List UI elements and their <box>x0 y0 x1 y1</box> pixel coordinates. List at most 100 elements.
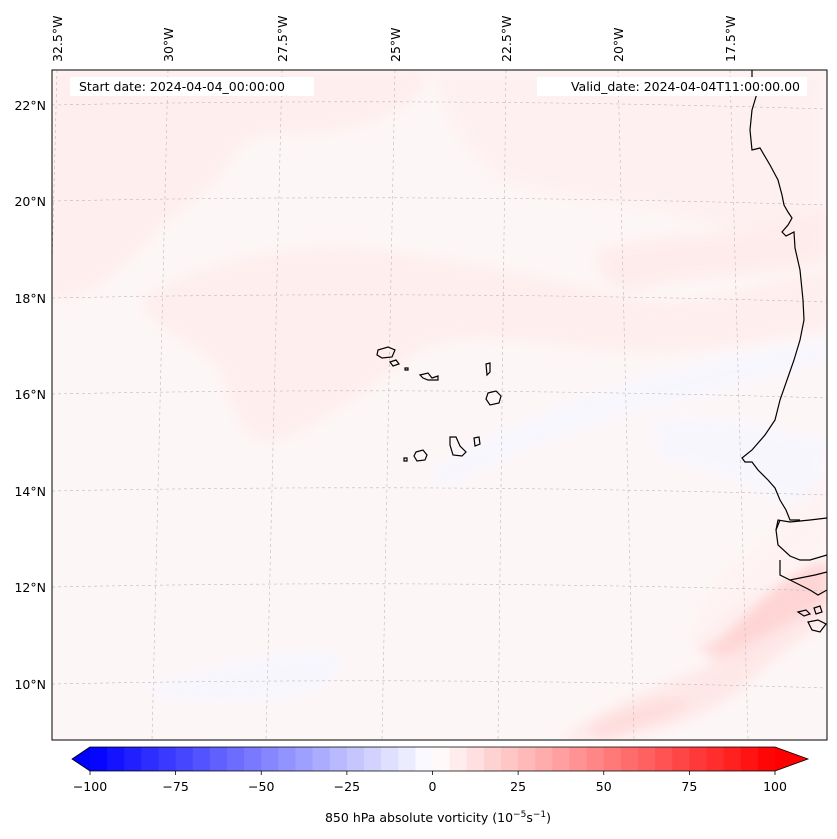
valid-date-label: Valid_date: 2024-04-04T11:00:00.00 <box>571 79 800 94</box>
colorbar-tick-label: 25 <box>510 779 526 794</box>
cape-verde-island <box>449 436 467 457</box>
cape-verde-island <box>418 372 439 381</box>
meridian-gridline <box>381 70 396 740</box>
colorbar-segment <box>466 747 485 771</box>
parallel-gridline <box>52 487 827 496</box>
coastlines <box>376 70 827 633</box>
colorbar-segment <box>483 747 502 771</box>
colorbar-segment <box>672 747 690 771</box>
vorticity-contour-region <box>690 470 827 649</box>
colorbar-tick-label: 75 <box>681 779 697 794</box>
cape-verde-island <box>485 390 502 406</box>
colorbar-tick-label: 100 <box>763 779 787 794</box>
cape-verde-island <box>473 436 481 447</box>
colorbar-segment <box>312 747 331 771</box>
colorbar-segment <box>638 747 656 771</box>
colorbar-segment <box>757 747 776 771</box>
start-date-label: Start date: 2024-04-04_00:00:00 <box>79 79 285 94</box>
colorbar-segment <box>706 747 725 771</box>
latitude-label: 10°N <box>14 677 46 692</box>
colorbar-segment <box>295 747 314 771</box>
latitude-labels: 22°N 20°N 18°N 16°N 14°N 12°N 10°N <box>14 98 46 692</box>
colorbar-segment <box>209 747 228 771</box>
longitude-label: 17.5°W <box>723 16 738 62</box>
colorbar-segment <box>381 747 399 771</box>
latitude-label: 14°N <box>14 484 46 499</box>
colorbar-segment <box>398 747 416 771</box>
colorbar-tick-label: 50 <box>596 779 612 794</box>
vorticity-contour-region <box>52 70 430 300</box>
parallel-gridline <box>52 101 827 110</box>
meridian-gridline <box>617 70 635 740</box>
colorbar-segment <box>501 747 519 771</box>
vorticity-contour-region <box>140 247 827 442</box>
cape-verde-island <box>413 449 428 462</box>
cape-verde-island <box>485 362 491 377</box>
colorbar-segment <box>535 747 553 771</box>
longitude-labels: 32.5°W 30°W 27.5°W 25°W 22.5°W 20°W 17.5°W <box>50 16 738 62</box>
colorbar-segment <box>603 747 622 771</box>
colorbar-segment <box>518 747 536 771</box>
colorbar-segment <box>364 747 382 771</box>
colorbar-segment <box>723 747 742 771</box>
colorbar-segment <box>244 747 262 771</box>
latitude-label: 12°N <box>14 580 46 595</box>
coastline-segment <box>807 619 827 633</box>
latitude-label: 22°N <box>14 98 46 113</box>
colorbar-segment <box>227 747 245 771</box>
vorticity-contour-region <box>597 210 827 291</box>
vorticity-contour-region <box>430 340 827 490</box>
parallel-gridline <box>52 680 827 689</box>
colorbar-ticks: −100 −75 −50 −25 0 25 50 75 100 <box>73 771 787 794</box>
parallel-gridline <box>52 583 827 592</box>
meridian-gridline <box>151 70 169 740</box>
colorbar-segment <box>141 747 159 771</box>
colorbar-segment <box>192 747 211 771</box>
coastline-segment <box>789 579 827 596</box>
colorbar-segment <box>90 747 108 771</box>
meridian-gridline <box>729 70 749 740</box>
colorbar <box>71 746 810 772</box>
colorbar-segment <box>449 747 468 771</box>
vorticity-contour-region <box>650 417 827 520</box>
longitude-label: 30°W <box>161 27 176 62</box>
colorbar-tick-label: −75 <box>162 779 188 794</box>
coastline-segment <box>775 517 827 531</box>
longitude-label: 22.5°W <box>499 16 514 62</box>
latitude-label: 20°N <box>14 194 46 209</box>
vorticity-contour-region <box>590 700 690 738</box>
colorbar-tick-label: 0 <box>429 779 437 794</box>
cape-verde-island <box>389 359 400 367</box>
longitude-label: 25°W <box>388 27 403 62</box>
vorticity-contour-region <box>700 560 827 657</box>
longitude-label: 20°W <box>611 27 626 62</box>
coastline-segment <box>796 609 812 617</box>
colorbar-segment <box>586 747 605 771</box>
colorbar-segment <box>124 747 142 771</box>
map-frame <box>51 69 828 741</box>
parallel-gridline <box>52 390 827 399</box>
meridian-gridline <box>265 70 283 740</box>
colorbar-segment <box>655 747 673 771</box>
colorbar-tick-label: −25 <box>334 779 360 794</box>
colorbar-segment <box>415 747 433 771</box>
latitude-label: 16°N <box>14 387 46 402</box>
longitude-label: 32.5°W <box>50 16 65 62</box>
vorticity-contour-region <box>140 650 344 703</box>
colorbar-segment <box>620 747 639 771</box>
colorbar-segment <box>261 747 279 771</box>
colorbar-title: 850 hPa absolute vorticity (10−5s−1) <box>325 810 551 825</box>
colorbar-segment <box>346 747 365 771</box>
colorbar-segment <box>552 747 570 771</box>
coastline-segment <box>813 605 823 615</box>
longitude-label: 27.5°W <box>275 16 290 62</box>
latitude-label: 18°N <box>14 291 46 306</box>
vorticity-contour-region <box>430 70 827 252</box>
valid-date-box <box>537 77 807 96</box>
parallel-gridline <box>52 294 827 303</box>
colorbar-segment <box>432 747 451 771</box>
colorbar-extend-high <box>775 747 808 771</box>
colorbar-segment <box>740 747 759 771</box>
gridlines <box>52 70 827 740</box>
